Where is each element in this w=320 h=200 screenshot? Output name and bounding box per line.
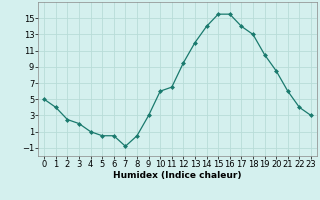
X-axis label: Humidex (Indice chaleur): Humidex (Indice chaleur) xyxy=(113,171,242,180)
